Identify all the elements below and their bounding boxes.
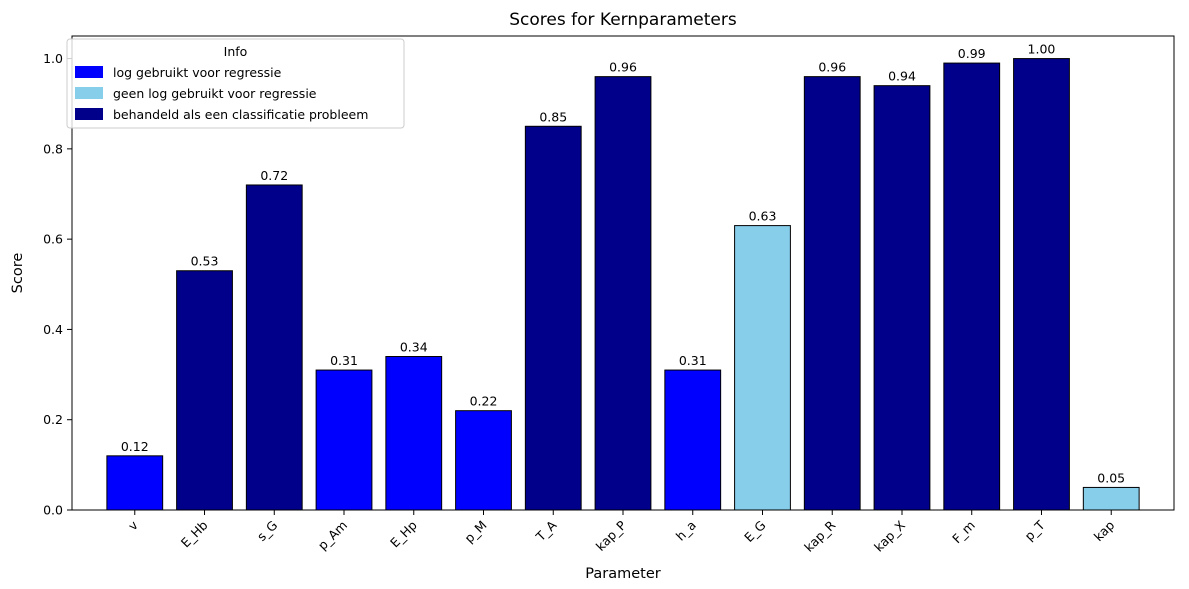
y-tick-label: 0.0 [43, 503, 63, 518]
bar-e-g [734, 225, 791, 511]
bar-value-label: 0.34 [400, 340, 428, 355]
bar-p-m [455, 410, 512, 511]
x-tick-label: E_Hp [387, 517, 420, 550]
bar-value-label: 0.31 [679, 353, 707, 368]
legend: Info log gebruikt voor regressie geen log… [66, 38, 405, 129]
plot-area: 0.12 0.53 0.72 0.31 0.34 0.22 0.85 0.96 0.31 0.63… [106, 42, 1140, 511]
x-tick-label: p_Am [315, 518, 350, 553]
bar-f-m [943, 62, 1001, 511]
legend-swatch-cls [75, 108, 103, 120]
bar-kap-p [594, 76, 652, 511]
x-axis-label: Parameter [585, 566, 660, 582]
x-tick-label: E_G [741, 518, 768, 545]
y-tick-label: 0.2 [43, 412, 63, 427]
bar-v [106, 455, 164, 511]
bar-value-label: 0.31 [330, 353, 358, 368]
bar-kap-r [803, 76, 861, 511]
x-tick-label: kap [1091, 517, 1118, 544]
bar-value-label: 0.96 [609, 60, 637, 75]
bar-e-hp [385, 356, 443, 511]
legend-entry-label: geen log gebruikt voor regressie [113, 86, 317, 101]
y-tick-label: 0.6 [43, 232, 63, 247]
bar-value-label: 0.63 [749, 209, 777, 224]
y-tick-label: 1.0 [43, 51, 63, 66]
bar-value-label: 0.53 [191, 254, 219, 269]
chart-title: Scores for Kernparameters [509, 10, 737, 30]
x-tick-label: v [125, 517, 141, 533]
x-tick-label: kap_R [801, 517, 838, 554]
bar-value-label: 0.94 [888, 69, 916, 84]
x-tick-label: kap_X [871, 517, 908, 554]
legend-entry-label: behandeld als een classificatie probleem [113, 107, 368, 122]
bar-e-hb [176, 270, 233, 511]
x-axis: v E_Hb s_G p_Am E_Hp p_M T_A kap_P h_a E_G kap_R ka… [125, 510, 1117, 555]
bar-value-label: 0.22 [470, 394, 498, 409]
bar-p-am [315, 369, 373, 511]
x-tick-label: E_Hb [178, 517, 211, 550]
x-tick-label: F_m [949, 518, 978, 547]
bar-t-a [524, 125, 582, 511]
bar-h-a [664, 369, 722, 511]
bar-value-label: 0.12 [121, 439, 149, 454]
bar-value-label: 0.99 [958, 46, 986, 61]
bar-value-label: 0.72 [260, 168, 288, 183]
x-tick-label: kap_P [593, 517, 630, 554]
x-tick-label: T_A [532, 517, 559, 544]
bar-value-label: 0.85 [539, 109, 567, 124]
bar-value-label: 0.96 [818, 60, 846, 75]
x-tick-label: p_T [1022, 517, 1048, 543]
y-tick-label: 0.4 [43, 322, 63, 337]
y-tick-label: 0.8 [43, 141, 63, 156]
x-tick-label: p_M [461, 518, 489, 546]
legend-box [66, 38, 405, 129]
y-axis-label: Score [10, 253, 26, 294]
bar-value-label: 0.05 [1097, 470, 1125, 485]
bar-kap [1082, 486, 1140, 511]
x-tick-label: h_a [673, 518, 699, 544]
legend-swatch-log [75, 66, 103, 78]
legend-swatch-nolog [75, 87, 103, 99]
legend-title: Info [224, 44, 248, 59]
legend-entry-label: log gebruikt voor regressie [113, 65, 282, 80]
x-tick-label: s_G [254, 518, 280, 544]
bar-p-t [1013, 58, 1070, 511]
bar-s-g [245, 184, 303, 511]
y-axis: 0.0 0.2 0.4 0.6 0.8 1.0 [43, 51, 72, 518]
bar-value-label: 1.00 [1028, 42, 1056, 57]
bar-kap-x [873, 85, 931, 511]
